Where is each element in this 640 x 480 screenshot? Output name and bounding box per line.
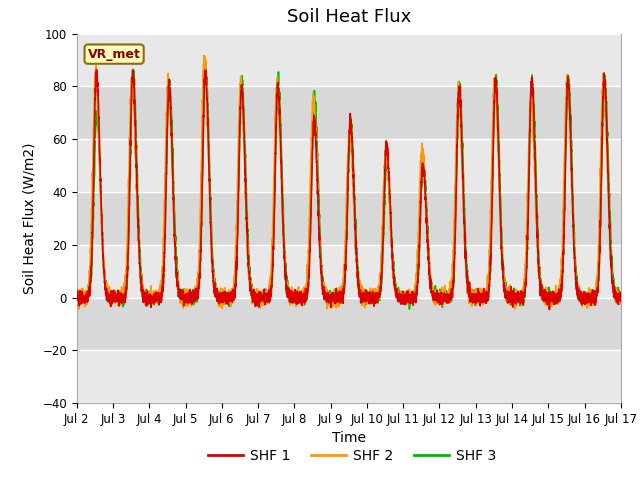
Line: SHF 2: SHF 2 bbox=[77, 56, 621, 309]
SHF 2 bbox=[441, 289, 449, 295]
SHF 2 bbox=[171, 240, 179, 246]
SHF 3 bbox=[502, 284, 509, 289]
SHF 1 bbox=[329, 292, 337, 298]
Y-axis label: Soil Heat Flux (W/m2): Soil Heat Flux (W/m2) bbox=[23, 143, 36, 294]
SHF 2 bbox=[617, 293, 625, 299]
SHF 1 bbox=[617, 295, 625, 301]
Bar bbox=[77, 192, 621, 245]
Bar bbox=[77, 298, 621, 350]
SHF 3 bbox=[73, 298, 81, 303]
Title: Soil Heat Flux: Soil Heat Flux bbox=[287, 9, 411, 26]
Text: VR_met: VR_met bbox=[88, 48, 141, 60]
SHF 3 bbox=[329, 296, 337, 302]
SHF 2 bbox=[471, 288, 479, 294]
Bar bbox=[77, 86, 621, 139]
SHF 1 bbox=[93, 67, 100, 72]
SHF 3 bbox=[441, 295, 449, 301]
Bar bbox=[77, 139, 621, 192]
SHF 3 bbox=[616, 299, 624, 305]
SHF 1 bbox=[545, 307, 553, 312]
SHF 2 bbox=[616, 300, 624, 306]
Line: SHF 1: SHF 1 bbox=[77, 70, 621, 310]
Bar bbox=[77, 350, 621, 403]
Bar bbox=[77, 34, 621, 86]
SHF 2 bbox=[329, 299, 337, 304]
SHF 3 bbox=[471, 294, 479, 300]
SHF 1 bbox=[171, 236, 179, 241]
SHF 2 bbox=[201, 53, 209, 59]
Legend: SHF 1, SHF 2, SHF 3: SHF 1, SHF 2, SHF 3 bbox=[203, 443, 501, 468]
SHF 3 bbox=[617, 294, 625, 300]
Line: SHF 3: SHF 3 bbox=[77, 64, 621, 309]
SHF 1 bbox=[616, 296, 624, 301]
SHF 2 bbox=[73, 292, 81, 298]
X-axis label: Time: Time bbox=[332, 432, 366, 445]
SHF 2 bbox=[511, 306, 518, 312]
SHF 1 bbox=[502, 290, 509, 296]
Bar bbox=[77, 245, 621, 298]
SHF 3 bbox=[202, 61, 209, 67]
SHF 3 bbox=[406, 306, 413, 312]
SHF 3 bbox=[171, 210, 179, 216]
SHF 1 bbox=[441, 291, 449, 297]
SHF 1 bbox=[73, 289, 81, 295]
SHF 1 bbox=[471, 295, 479, 300]
SHF 2 bbox=[502, 293, 509, 299]
